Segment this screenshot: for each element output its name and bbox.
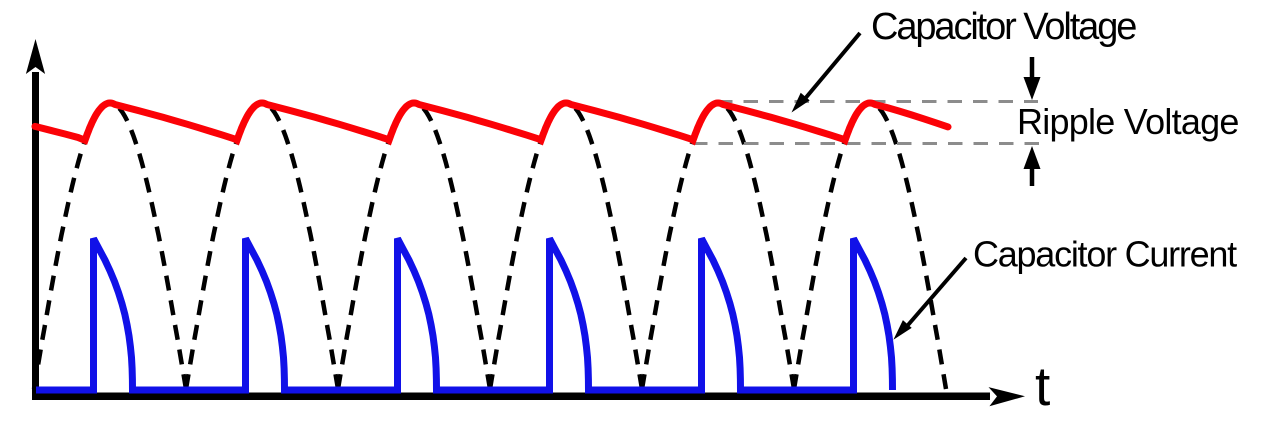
svg-text:t: t <box>1035 355 1050 417</box>
svg-text:Ripple Voltage: Ripple Voltage <box>1017 101 1239 142</box>
svg-text:Capacitor Current: Capacitor Current <box>973 234 1237 275</box>
svg-text:Capacitor Voltage: Capacitor Voltage <box>871 6 1136 48</box>
